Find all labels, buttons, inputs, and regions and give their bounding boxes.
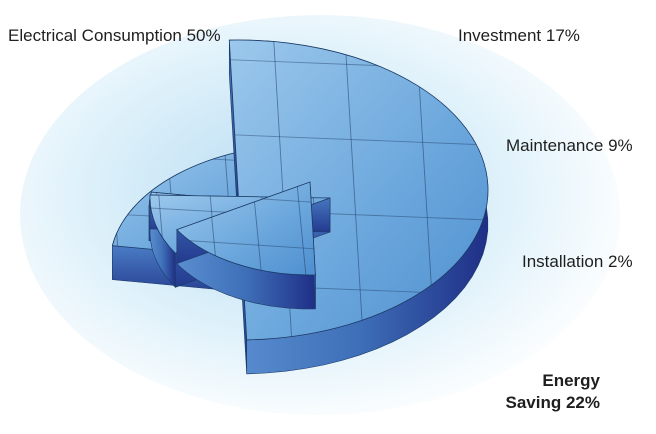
label-maintenance: Maintenance 9% <box>506 136 633 155</box>
slice-investment <box>176 181 316 310</box>
label-energy-saving-line2: Saving 22% <box>505 393 601 412</box>
label-installation: Installation 2% <box>522 252 633 271</box>
label-electrical-consumption: Electrical Consumption 50% <box>8 26 221 45</box>
slice-maintenance-pattern <box>149 194 330 254</box>
label-investment: Investment 17% <box>458 26 580 45</box>
slice-investment-top <box>176 181 316 276</box>
label-energy-saving: Energy Saving 22% <box>506 370 601 414</box>
label-energy-saving-line1: Energy <box>542 371 600 390</box>
